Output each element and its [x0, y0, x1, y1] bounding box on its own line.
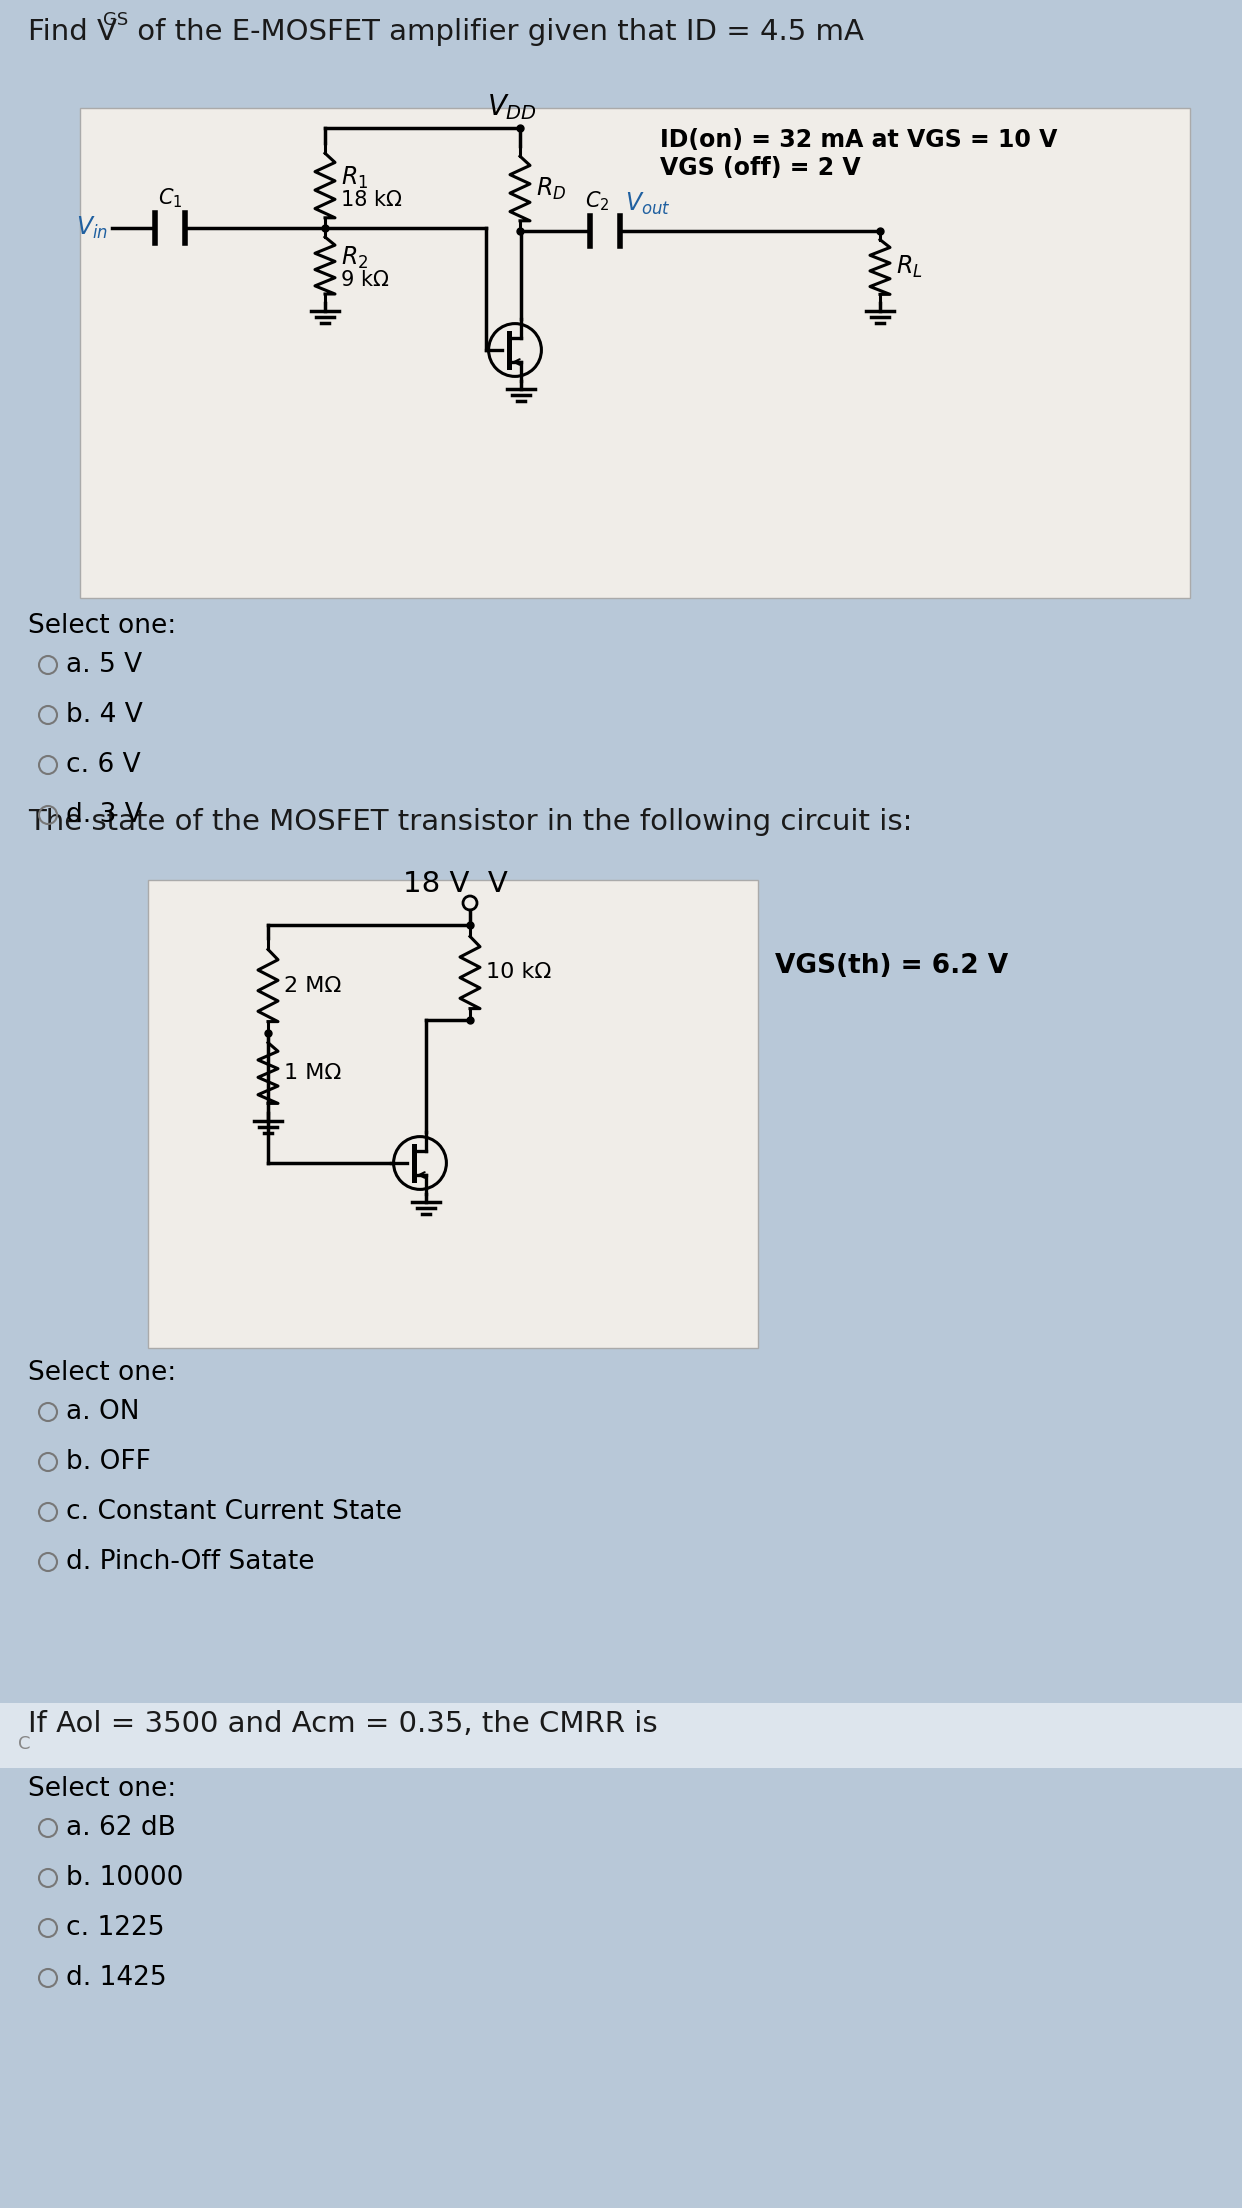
FancyBboxPatch shape	[79, 108, 1190, 598]
Text: $R_1$: $R_1$	[342, 163, 369, 190]
FancyBboxPatch shape	[0, 0, 1242, 99]
Text: b. 10000: b. 10000	[66, 1866, 184, 1890]
Text: c. Constant Current State: c. Constant Current State	[66, 1499, 402, 1526]
Text: c. 1225: c. 1225	[66, 1914, 164, 1941]
Text: 18 V  V: 18 V V	[402, 870, 508, 899]
Text: a. 5 V: a. 5 V	[66, 651, 142, 678]
FancyBboxPatch shape	[0, 799, 1242, 868]
Text: ID(on) = 32 mA at VGS = 10 V: ID(on) = 32 mA at VGS = 10 V	[660, 128, 1057, 152]
Text: $V_{in}$: $V_{in}$	[76, 214, 108, 241]
Text: d. 3 V: d. 3 V	[66, 802, 143, 828]
Text: Find V: Find V	[29, 18, 117, 46]
Text: d. Pinch-Off Satate: d. Pinch-Off Satate	[66, 1550, 314, 1574]
Text: 2 MΩ: 2 MΩ	[284, 976, 342, 996]
Text: of the E-MOSFET amplifier given that ID = 4.5 mA: of the E-MOSFET amplifier given that ID …	[128, 18, 864, 46]
Text: b. OFF: b. OFF	[66, 1448, 150, 1475]
Text: b. 4 V: b. 4 V	[66, 702, 143, 729]
Text: $V_{DD}$: $V_{DD}$	[487, 93, 537, 121]
Text: 10 kΩ: 10 kΩ	[486, 963, 551, 983]
Text: c. 6 V: c. 6 V	[66, 753, 140, 777]
Text: $V_{out}$: $V_{out}$	[625, 190, 671, 216]
Text: $R_D$: $R_D$	[537, 174, 566, 201]
Text: VGS(th) = 6.2 V: VGS(th) = 6.2 V	[775, 954, 1009, 978]
FancyBboxPatch shape	[0, 1702, 1242, 1769]
Text: If Aol = 3500 and Acm = 0.35, the CMRR is: If Aol = 3500 and Acm = 0.35, the CMRR i…	[29, 1709, 657, 1738]
Text: $R_L$: $R_L$	[895, 254, 923, 280]
Text: d. 1425: d. 1425	[66, 1965, 166, 1992]
Text: C: C	[17, 1735, 31, 1753]
Text: a. ON: a. ON	[66, 1400, 139, 1424]
FancyBboxPatch shape	[148, 881, 758, 1349]
Text: VGS (off) = 2 V: VGS (off) = 2 V	[660, 157, 861, 181]
Text: 1 MΩ: 1 MΩ	[284, 1062, 342, 1082]
Text: $C_1$: $C_1$	[158, 185, 183, 210]
Text: Select one:: Select one:	[29, 1360, 176, 1387]
Text: The state of the MOSFET transistor in the following circuit is:: The state of the MOSFET transistor in th…	[29, 808, 913, 837]
Text: Select one:: Select one:	[29, 614, 176, 638]
Text: 18 kΩ: 18 kΩ	[342, 190, 402, 210]
Text: $C_2$: $C_2$	[585, 190, 610, 212]
Text: $R_2$: $R_2$	[342, 245, 369, 272]
Text: a. 62 dB: a. 62 dB	[66, 1815, 176, 1841]
Text: 9 kΩ: 9 kΩ	[342, 269, 389, 289]
Text: GS: GS	[103, 11, 128, 29]
Text: Select one:: Select one:	[29, 1775, 176, 1802]
